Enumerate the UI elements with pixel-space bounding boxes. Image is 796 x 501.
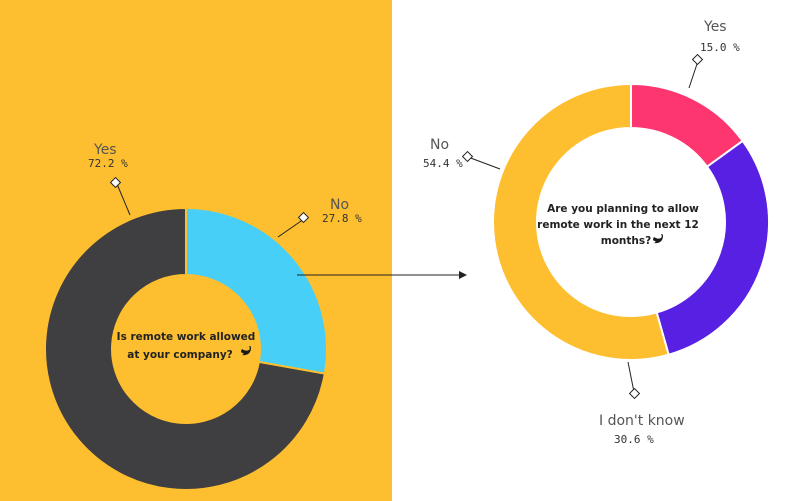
slice-label-no: No — [330, 197, 349, 213]
leader-line-no — [467, 156, 501, 170]
donut-chart-remote-allowed: Is remote work allowed at your company? … — [44, 142, 362, 491]
slice-label-yes: Yes — [93, 142, 117, 158]
question-line-1: Are you planning to allow — [547, 203, 699, 215]
label-marker-yes — [691, 53, 704, 66]
donut-hole — [537, 128, 725, 316]
slice-value-yes: 15.0 % — [700, 41, 740, 54]
slice-label-yes: Yes — [703, 19, 727, 35]
label-marker-no — [461, 150, 474, 163]
question-line-3: months? — [601, 235, 651, 247]
slice-label-dont-know: I don't know — [599, 413, 685, 429]
slice-value-yes: 72.2 % — [88, 157, 128, 170]
donut-hole — [112, 275, 260, 423]
label-marker-no — [297, 211, 310, 224]
slice-value-dont-know: 30.6 % — [614, 433, 654, 446]
slice-value-no: 27.8 % — [322, 212, 362, 225]
donut-chart-planning: Are you planning to allow remote work in… — [423, 19, 770, 446]
slice-value-no: 54.4 % — [423, 157, 463, 170]
question-line-2: remote work in the next 12 — [537, 219, 699, 231]
question-line-1: Is remote work allowed — [117, 331, 256, 343]
twitter-icon[interactable] — [653, 234, 663, 244]
label-marker-dont-know — [628, 387, 641, 400]
leader-line-dont-know — [627, 361, 635, 393]
leader-line-no — [277, 218, 305, 238]
twitter-icon[interactable] — [241, 346, 251, 356]
label-marker-yes — [109, 176, 122, 189]
leader-line-yes — [688, 60, 699, 89]
question-line-2: at your company? — [127, 349, 233, 361]
leader-line-yes — [116, 183, 131, 216]
slice-label-no: No — [430, 137, 449, 153]
